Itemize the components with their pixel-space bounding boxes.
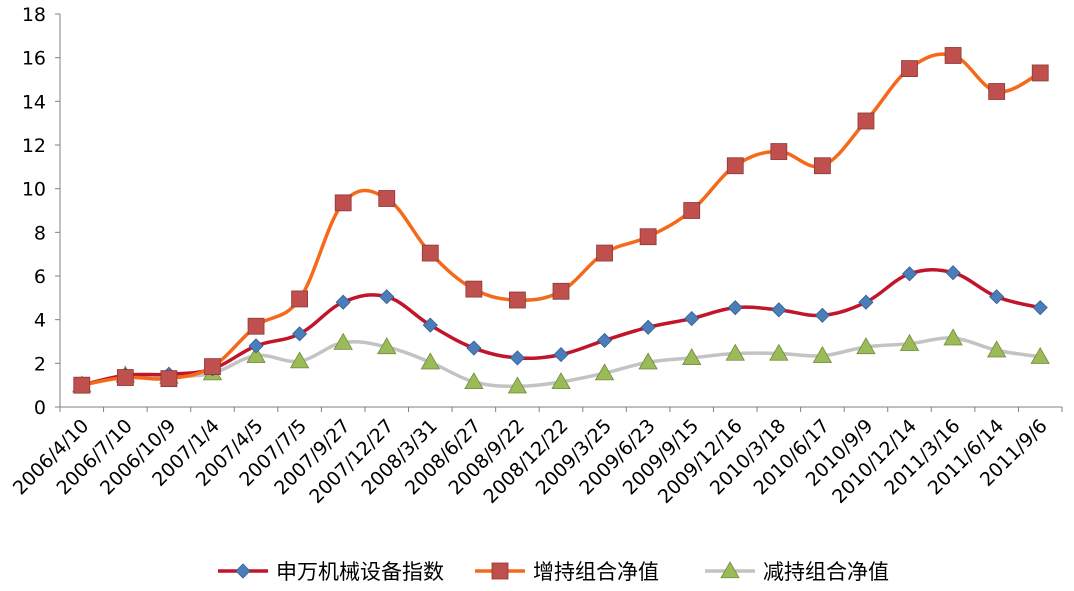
series-3 [72, 328, 1050, 394]
data-point [682, 348, 702, 366]
axes [59, 14, 1062, 408]
data-point [594, 363, 615, 381]
data-point [420, 352, 440, 370]
data-point [988, 83, 1006, 100]
data-point [247, 317, 265, 335]
y-tick-label: 2 [34, 353, 46, 375]
data-point [814, 307, 830, 323]
y-tick-label: 12 [22, 135, 46, 157]
y-tick-label: 8 [34, 222, 46, 244]
y-tick-label: 10 [22, 179, 46, 201]
data-point [335, 294, 351, 310]
data-point [509, 291, 526, 309]
data-point [507, 376, 528, 394]
y-tick-label: 0 [34, 397, 46, 419]
data-point [248, 338, 264, 354]
legend-marker [235, 563, 251, 579]
data-point [944, 47, 962, 64]
data-point [466, 340, 482, 356]
data-point [989, 289, 1005, 305]
x-axis-ticks: 2006/4/102006/7/102006/10/92007/1/42007/… [9, 407, 1063, 508]
legend-label: 减持组合净值 [763, 560, 889, 584]
data-point [899, 333, 920, 351]
data-point [943, 328, 963, 346]
data-point [422, 317, 438, 333]
y-tick-label: 14 [22, 91, 46, 113]
series-group [72, 47, 1050, 394]
y-tick-label: 6 [34, 266, 46, 288]
data-point [553, 347, 569, 363]
data-point [552, 282, 570, 300]
data-point [1030, 346, 1050, 364]
data-point [725, 343, 745, 361]
data-point [116, 369, 134, 386]
data-point [378, 190, 396, 207]
data-point [771, 302, 787, 318]
data-point [640, 319, 656, 335]
data-point [421, 244, 439, 262]
data-point [683, 202, 701, 219]
data-point [1032, 300, 1048, 316]
data-point [160, 370, 178, 388]
legend-marker [720, 561, 740, 579]
data-point [769, 343, 789, 361]
data-point [465, 280, 483, 298]
data-point [596, 244, 613, 262]
y-tick-label: 4 [34, 310, 46, 332]
data-point [684, 311, 700, 327]
data-point [379, 289, 395, 305]
data-point [770, 143, 788, 160]
data-point [638, 352, 658, 370]
data-point [73, 376, 91, 394]
y-tick-label: 16 [22, 48, 46, 70]
data-point [945, 265, 961, 281]
data-point [509, 350, 526, 366]
data-point [289, 351, 310, 369]
legend-label: 增持组合净值 [533, 560, 659, 584]
data-point [901, 60, 918, 77]
y-axis-ticks: 0 2 4 6 8 10 12 14 16 18 [22, 4, 60, 419]
data-point [377, 337, 397, 355]
data-point [986, 340, 1007, 358]
data-point [204, 358, 221, 376]
legend: 申万机械设备指数 增持组合净值 减持组合净值 [218, 560, 889, 584]
data-point [596, 332, 613, 348]
data-point [334, 194, 352, 212]
data-point [858, 294, 874, 310]
data-point [291, 290, 309, 308]
data-point [639, 228, 657, 246]
data-point [292, 326, 308, 342]
y-tick-label: 18 [22, 4, 46, 26]
data-point [813, 157, 831, 175]
data-point [727, 300, 743, 316]
data-point [551, 372, 571, 390]
legend-label: 申万机械设备指数 [276, 560, 444, 584]
data-point [333, 332, 353, 350]
series-line [81, 52, 1042, 387]
data-point [464, 372, 484, 390]
series-2 [73, 47, 1049, 394]
data-point [246, 345, 266, 363]
data-point [856, 337, 876, 355]
data-point [857, 112, 875, 130]
data-point [726, 157, 744, 175]
data-point [1031, 64, 1049, 82]
legend-marker [491, 562, 509, 580]
data-point [901, 266, 918, 282]
data-point [812, 345, 833, 363]
